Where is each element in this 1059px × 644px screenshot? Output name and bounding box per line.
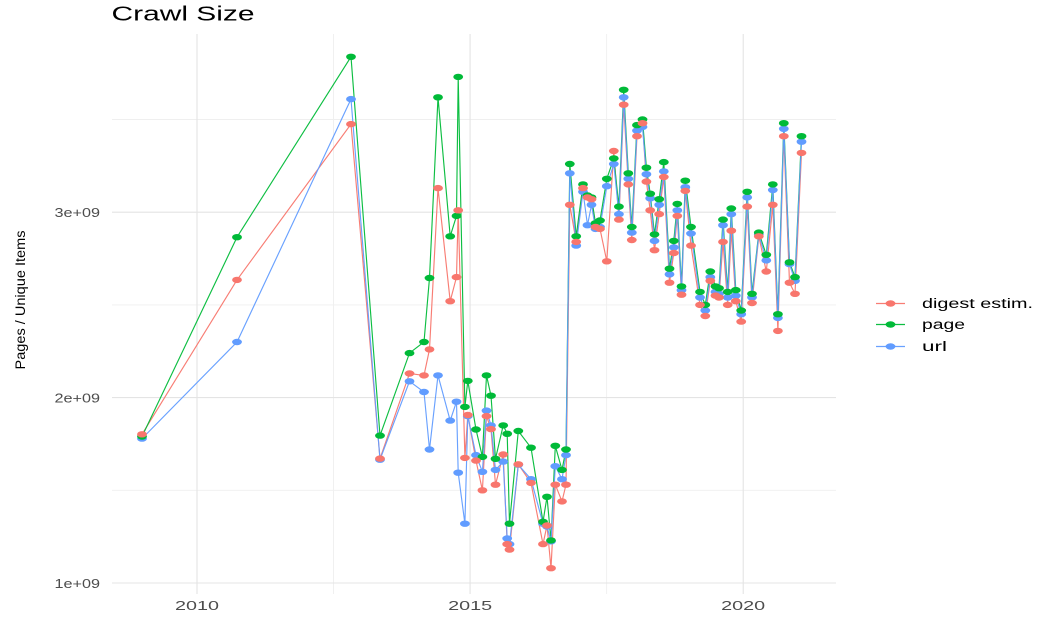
svg-text:2e+09: 2e+09 [55,391,101,406]
svg-text:2010: 2010 [175,598,219,613]
svg-text:2020: 2020 [721,598,765,613]
svg-text:3e+09: 3e+09 [55,205,101,220]
svg-text:1e+09: 1e+09 [55,576,101,591]
svg-text:Crawl Size: Crawl Size [112,4,255,26]
svg-text:url: url [922,339,947,354]
svg-text:digest estim.: digest estim. [922,296,1033,311]
svg-text:Pages / Unique Items: Pages / Unique Items [13,230,28,369]
svg-text:2015: 2015 [448,598,492,613]
svg-text:page: page [922,317,965,332]
